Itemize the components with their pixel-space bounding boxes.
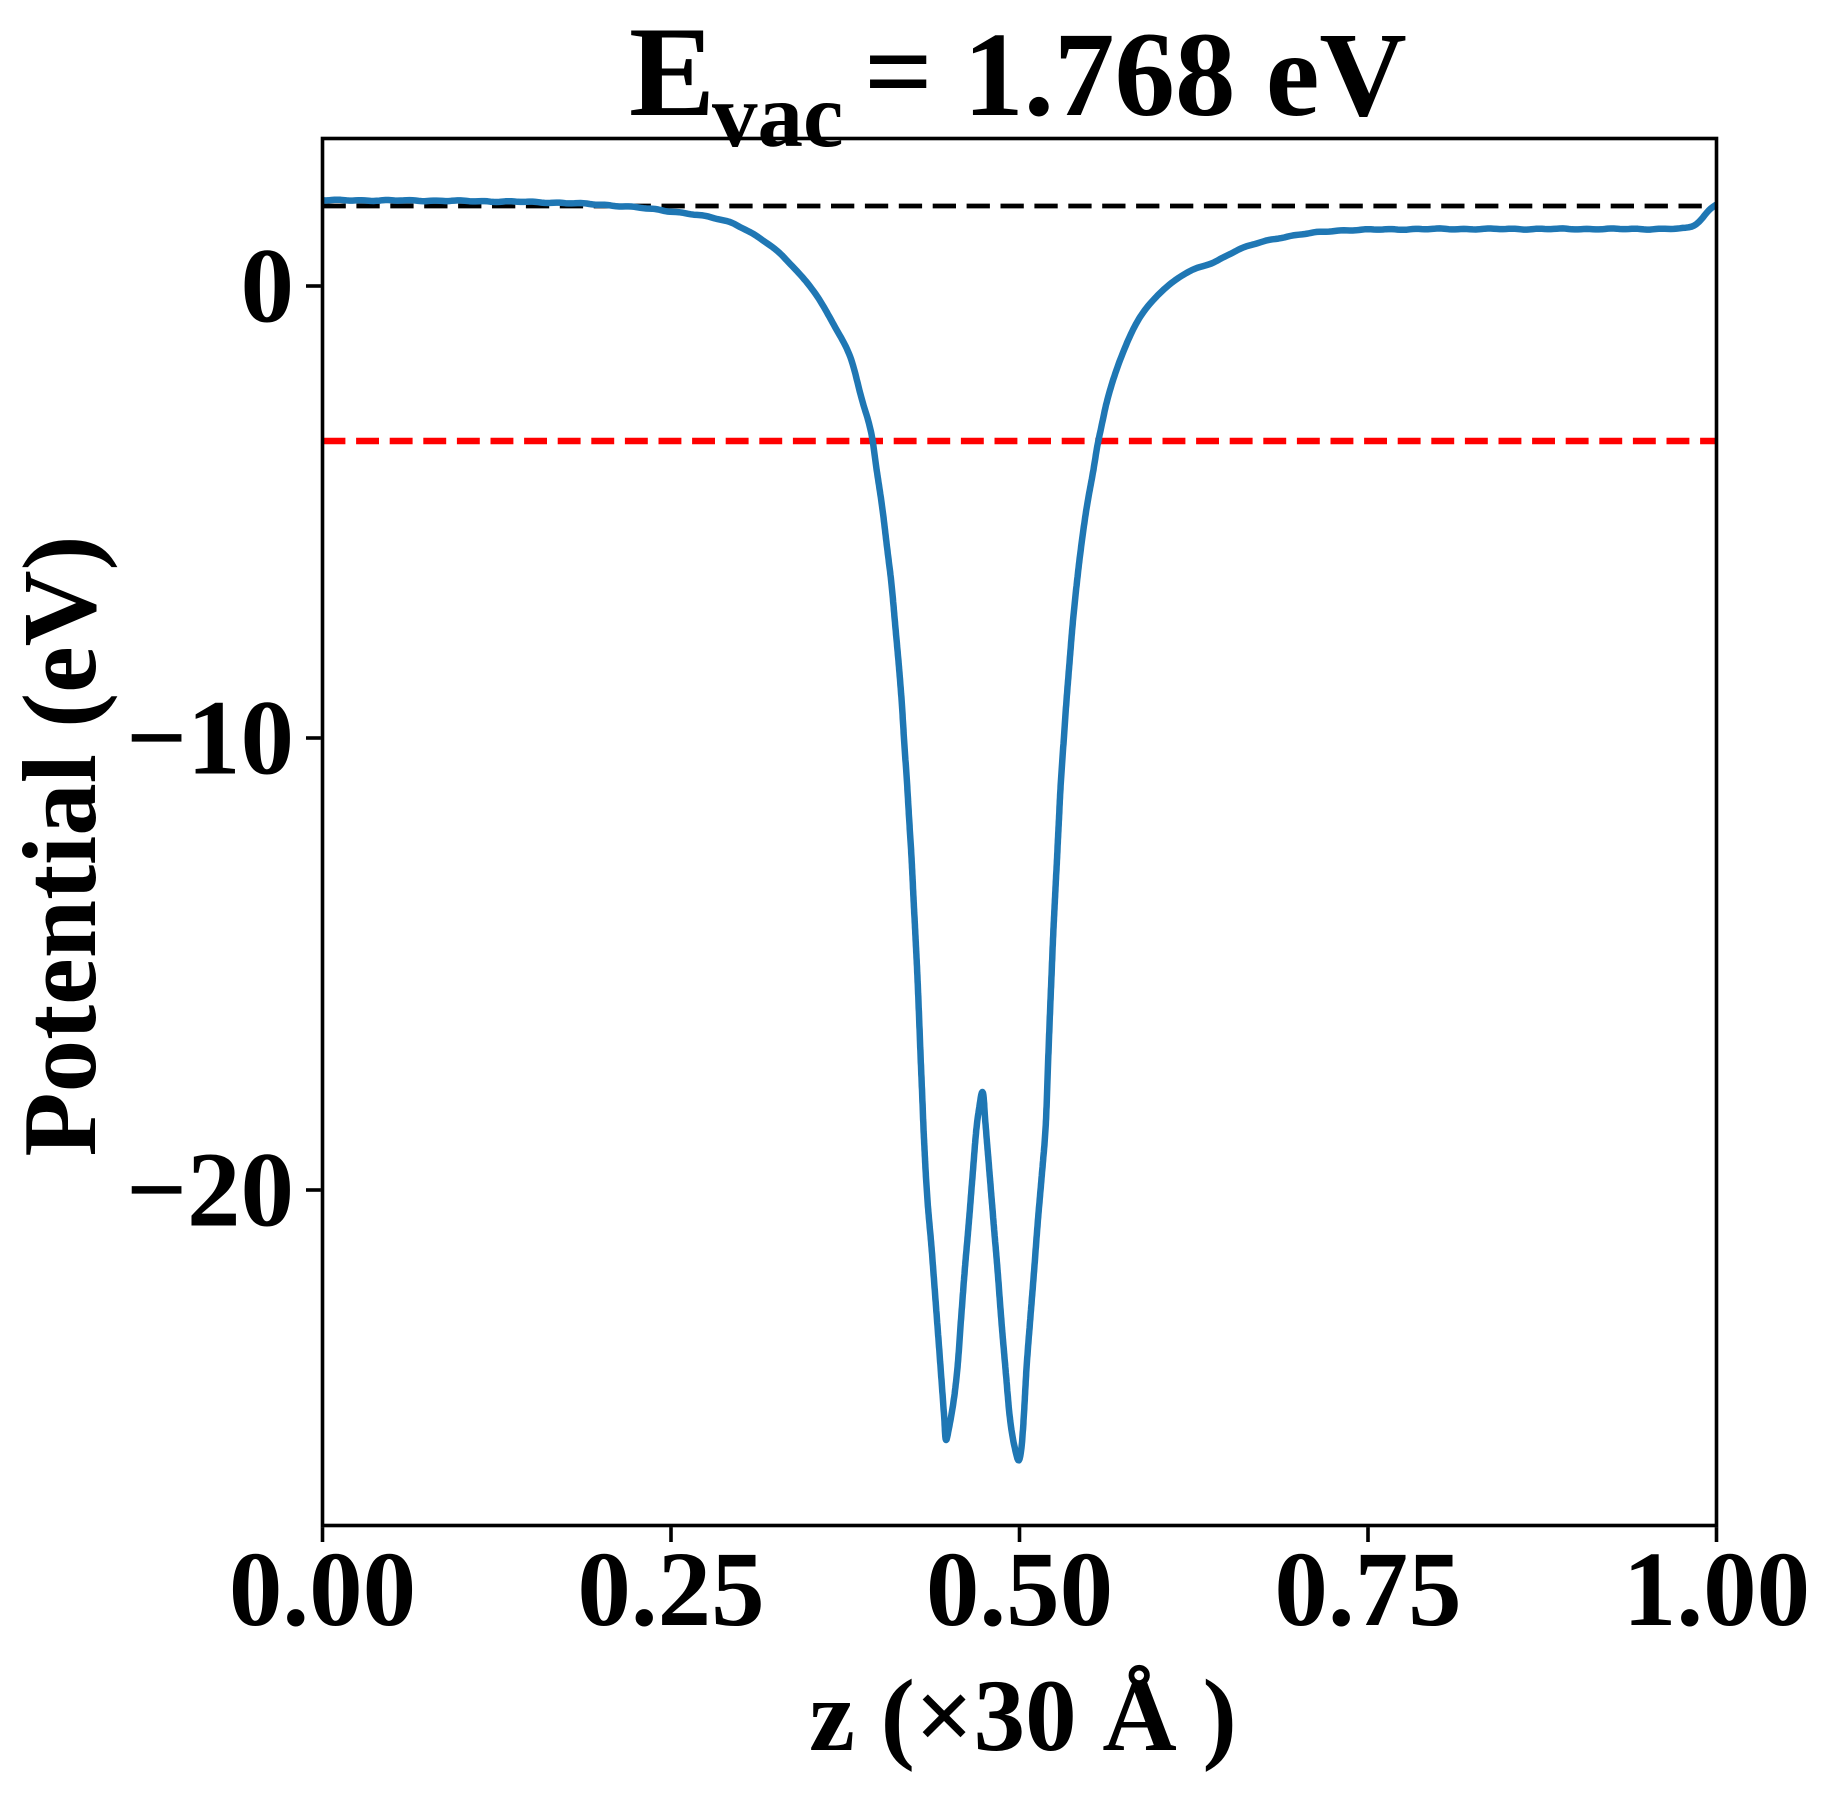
svg-text:Potential (eV): Potential (eV) [1, 535, 118, 1156]
svg-text:E: E [629, 0, 715, 143]
svg-text:z (×30 Å ): z (×30 Å ) [809, 1659, 1237, 1773]
svg-text:−10: −10 [126, 680, 294, 798]
svg-text:vac: vac [712, 65, 843, 166]
svg-text:0: 0 [241, 228, 295, 346]
svg-text:0.50: 0.50 [926, 1531, 1113, 1649]
svg-text:−20: −20 [126, 1132, 294, 1250]
svg-text:= 1.768 eV: = 1.768 eV [864, 5, 1407, 142]
svg-text:1.00: 1.00 [1623, 1531, 1810, 1649]
svg-text:0.75: 0.75 [1274, 1531, 1461, 1649]
svg-text:0.00: 0.00 [229, 1531, 416, 1649]
svg-text:0.25: 0.25 [577, 1531, 764, 1649]
